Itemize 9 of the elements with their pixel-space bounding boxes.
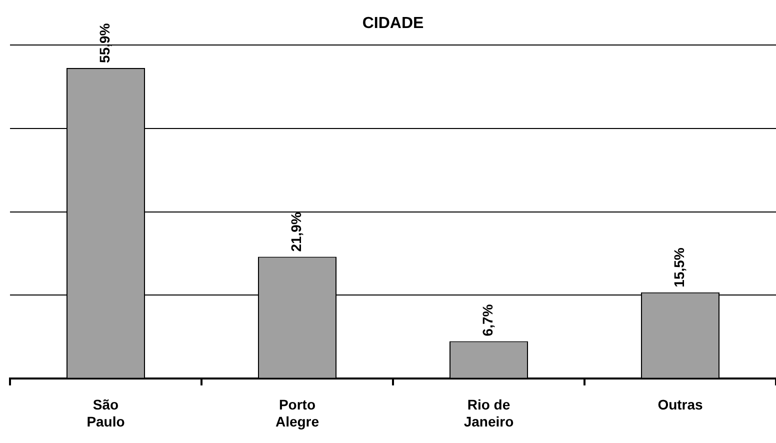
data-label: 21,9% bbox=[288, 212, 304, 252]
data-label: 55,9% bbox=[96, 22, 113, 63]
x-tick-label: Porto Alegre bbox=[275, 396, 320, 430]
x-tick-label: Outras bbox=[658, 396, 704, 413]
chart-title: CIDADE bbox=[362, 15, 424, 32]
x-tick-label: São Paulo bbox=[86, 396, 125, 430]
x-tick-label: Rio de Janeiro bbox=[464, 396, 514, 430]
data-label: 15,5% bbox=[671, 247, 688, 288]
data-label: 6,7% bbox=[480, 304, 496, 336]
